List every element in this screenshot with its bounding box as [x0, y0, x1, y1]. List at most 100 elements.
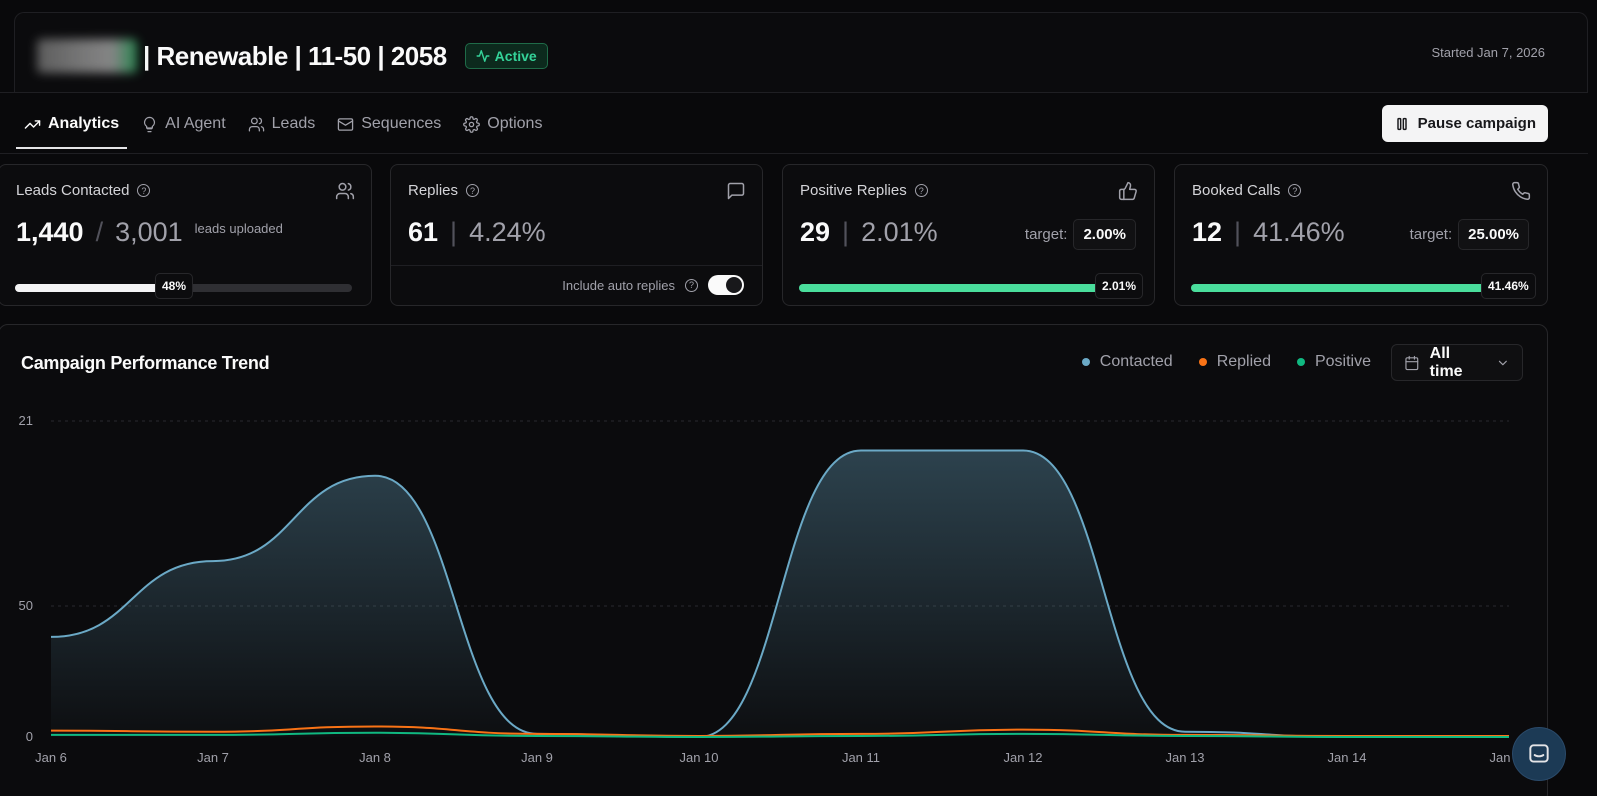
trend-up-icon: [24, 119, 41, 129]
leads-progress-fill: [15, 284, 177, 292]
replies-metric: 61 | 4.24%: [408, 217, 546, 248]
x-tick-label: Jan 8: [359, 750, 391, 765]
leads-uploaded-count: 3,001: [115, 217, 183, 247]
y-tick-label: 0: [26, 729, 33, 744]
activity-icon: [476, 50, 490, 62]
positive-target: target: 2.00%: [1025, 219, 1136, 250]
positive-progress-fill: [799, 284, 1136, 292]
auto-replies-control: Include auto replies ?: [562, 275, 744, 295]
message-icon: [727, 182, 745, 200]
tab-label: Options: [487, 115, 543, 132]
gear-icon: [463, 115, 481, 133]
calendar-icon: [1405, 355, 1419, 370]
redacted-name: [37, 39, 137, 73]
date-range-label: All time: [1429, 344, 1463, 380]
booked-progress-track: [1191, 284, 1528, 292]
card-title: Replies ?: [408, 182, 480, 199]
replies-card: Replies ? 61 | 4.24% Include auto replie…: [390, 164, 763, 306]
tab-analytics[interactable]: Analytics: [16, 93, 128, 155]
booked-progress-fill: [1191, 284, 1528, 292]
tab-leads[interactable]: Leads: [240, 93, 324, 155]
replies-count: 61: [408, 217, 439, 247]
legend-label: Replied: [1216, 353, 1271, 370]
booked-progress-label: 41.46%: [1481, 273, 1536, 299]
card-title: Positive Replies ?: [800, 182, 928, 199]
x-tick-label: Jan 13: [1165, 750, 1204, 765]
auto-replies-toggle[interactable]: [708, 275, 744, 295]
tab-options[interactable]: Options: [455, 93, 550, 155]
x-tick-label: Jan 6: [35, 750, 67, 765]
card-title-text: Booked Calls: [1192, 182, 1281, 199]
card-title-text: Positive Replies: [800, 182, 907, 199]
leads-uploaded-note: leads uploaded: [194, 221, 283, 236]
card-divider: [391, 265, 762, 266]
booked-metric: 12 | 41.46%: [1192, 217, 1345, 248]
tab-label: Sequences: [361, 115, 442, 132]
legend-dot: [1081, 358, 1090, 366]
lightbulb-icon: [144, 116, 156, 132]
tabs-bar: Analytics AI Agent Leads Sequences Optio…: [0, 92, 1588, 154]
chart-legend: Contacted Replied Positive: [1081, 353, 1371, 371]
campaign-header: | Renewable | 11-50 | 2058 Active Starte…: [14, 12, 1588, 92]
slash-separator: /: [95, 217, 104, 247]
status-label: Active: [494, 48, 537, 64]
chat-icon: [1529, 744, 1549, 763]
y-tick-label: 21: [19, 413, 33, 428]
legend-dot: [1296, 358, 1305, 366]
positive-progress-track: [799, 284, 1136, 292]
tab-label: Analytics: [48, 115, 120, 132]
mail-icon: [338, 117, 354, 131]
help-icon[interactable]: ?: [1288, 184, 1302, 197]
tab-sequences[interactable]: Sequences: [329, 93, 449, 155]
pause-campaign-button[interactable]: Pause campaign: [1381, 105, 1548, 142]
legend-contacted[interactable]: Contacted: [1081, 353, 1173, 371]
series-line-contacted: [50, 449, 1509, 739]
target-label: target:: [1409, 226, 1453, 243]
x-tick-label: Jan 12: [1003, 750, 1042, 765]
users-icon: [335, 182, 355, 200]
tab-label: Leads: [271, 115, 316, 132]
pause-icon: [1396, 117, 1407, 130]
help-icon[interactable]: ?: [685, 278, 698, 292]
legend-replied[interactable]: Replied: [1198, 353, 1271, 371]
booked-calls-card: Booked Calls ? 12 | 41.46% target: 25.00…: [1174, 164, 1548, 306]
help-icon[interactable]: ?: [914, 184, 928, 197]
chat-support-button[interactable]: [1512, 727, 1566, 781]
booked-rate: 41.46%: [1253, 217, 1345, 247]
phone-icon: [1512, 181, 1531, 201]
series-line-replied: [50, 725, 1509, 737]
leads-contacted-count: 1,440: [16, 217, 84, 247]
tab-ai-agent[interactable]: AI Agent: [133, 93, 234, 155]
campaign-title: | Renewable | 11-50 | 2058: [143, 40, 447, 71]
leads-metric: 1,440 / 3,001 leads uploaded: [16, 217, 283, 248]
legend-dot: [1198, 358, 1207, 366]
date-range-select[interactable]: All time: [1391, 344, 1523, 381]
x-tick-label: Jan 11: [842, 750, 880, 765]
positive-metric: 29 | 2.01%: [800, 217, 938, 248]
leads-progress-label: 48%: [155, 273, 194, 299]
x-tick-label: Jan 14: [1327, 750, 1366, 765]
positive-rate: 2.01%: [861, 217, 938, 247]
users-icon: [248, 116, 264, 132]
y-tick-label: 50: [19, 598, 33, 613]
positive-progress-label: 2.01%: [1095, 273, 1144, 299]
x-tick-label: Jan 10: [679, 750, 718, 765]
performance-chart-panel: 21 50 0 Jan 6 Jan 7 Jan 8 Jan 9 Jan 10 Jan 11 Jan…: [0, 324, 1548, 796]
positive-count: 29: [800, 217, 831, 247]
series-line-positive: [51, 731, 1509, 739]
bar-separator: |: [450, 217, 458, 247]
tab-label: AI Agent: [165, 115, 226, 132]
help-icon[interactable]: ?: [466, 184, 480, 197]
card-title: Booked Calls ?: [1192, 182, 1302, 199]
legend-positive[interactable]: Positive: [1296, 353, 1371, 371]
legend-label: Positive: [1314, 353, 1371, 370]
help-icon[interactable]: ?: [137, 184, 151, 197]
started-date: Started Jan 7, 2026: [1431, 45, 1545, 60]
replies-rate: 4.24%: [469, 217, 546, 247]
auto-replies-label: Include auto replies: [562, 277, 675, 293]
bar-separator: |: [1234, 217, 1242, 247]
target-value: 2.00%: [1073, 219, 1136, 250]
legend-label: Contacted: [1099, 353, 1173, 370]
